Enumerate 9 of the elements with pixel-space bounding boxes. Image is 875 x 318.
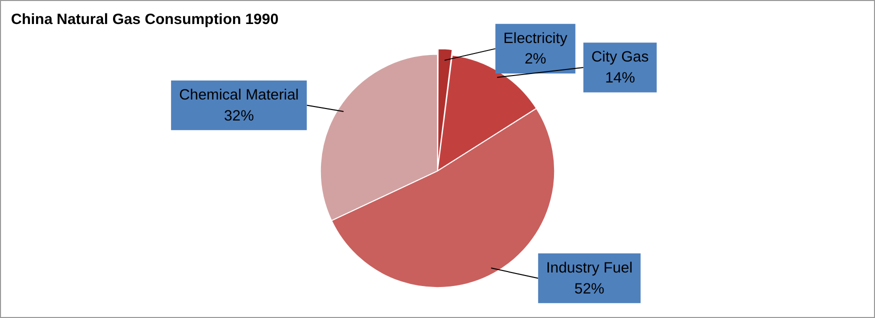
slice-label: City Gas <box>591 48 649 66</box>
data-label: 14% <box>605 70 635 87</box>
data-label: 52% <box>574 280 604 298</box>
data-label: 32% <box>224 107 254 124</box>
slice-label: Industry Fuel <box>546 259 633 276</box>
data-label: 2% <box>524 50 546 68</box>
slice-label: Electricity <box>503 30 568 47</box>
chart-title: China Natural Gas Consumption 1990 <box>10 11 279 28</box>
slice-label: Chemical Material <box>179 86 299 104</box>
